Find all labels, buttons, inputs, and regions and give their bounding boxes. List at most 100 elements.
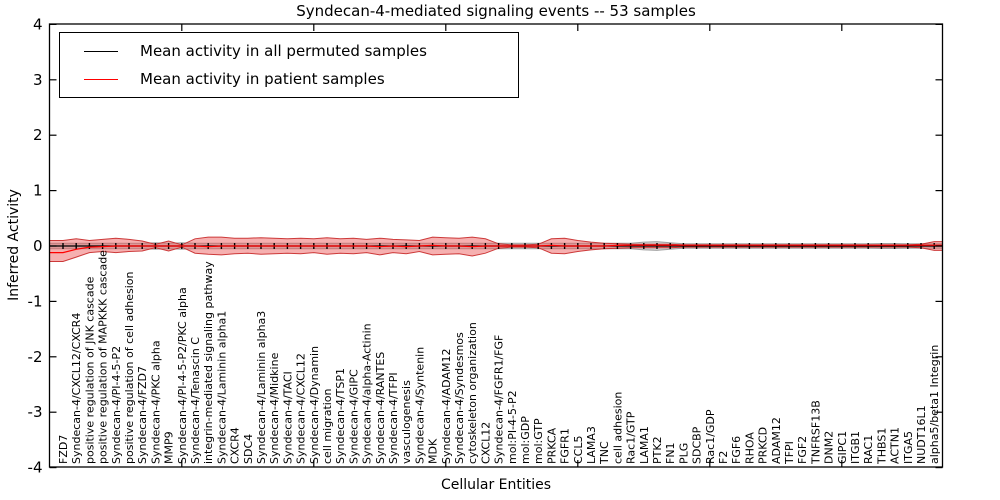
x-tick-label: ADAM12 xyxy=(770,417,783,464)
y-tick-label: -1 xyxy=(28,292,43,310)
x-tick-label: Syndecan-4/CXCL12/CXCR4 xyxy=(70,313,83,464)
entity-marker xyxy=(880,243,883,249)
x-tick-label: ITGB1 xyxy=(849,431,862,464)
entity-marker xyxy=(827,243,830,249)
x-tick-label: Syndecan-4/FZD7 xyxy=(136,366,149,464)
x-tick-label: cytoskeleton organization xyxy=(466,322,479,464)
x-tick-label: NUDT16L1 xyxy=(915,405,928,464)
entity-marker xyxy=(748,243,751,249)
x-tick-label: CXCR4 xyxy=(229,427,242,464)
x-tick-label: ACTN1 xyxy=(889,427,902,464)
x-tick-label: GIPC1 xyxy=(836,431,849,464)
x-tick-label: PLG xyxy=(677,443,690,464)
x-tick-label: Syndecan-4/GIPC xyxy=(347,369,360,464)
x-tick-label: FGF6 xyxy=(730,436,743,464)
x-tick-label: Syndecan-4/PKC alpha xyxy=(149,340,162,464)
entity-marker xyxy=(854,243,856,249)
entity-marker xyxy=(920,243,922,249)
legend-label-patient: Mean activity in patient samples xyxy=(140,70,385,88)
x-tick-label: SDC4 xyxy=(242,434,255,464)
x-tick-label: MDK xyxy=(427,438,440,464)
y-tick-label: -3 xyxy=(28,403,43,421)
x-tick-label: PRKCA xyxy=(545,427,558,464)
x-tick-label: RAC1 xyxy=(862,435,875,464)
x-tick-label: integrin-mediated signaling pathway xyxy=(202,261,215,464)
entity-marker xyxy=(656,243,658,249)
chart-title: Syndecan-4-mediated signaling events -- … xyxy=(296,2,696,20)
entity-marker xyxy=(788,243,790,249)
x-tick-label: Syndecan-4/TSP1 xyxy=(334,368,347,464)
y-tick-label: -4 xyxy=(28,459,43,477)
x-tick-label: Syndecan-4/Midkine xyxy=(268,352,281,464)
permuted-line-sample xyxy=(84,50,118,52)
entity-marker xyxy=(841,243,843,249)
x-tick-label: Syndecan-4/PI-4-5-P2 xyxy=(110,346,123,464)
legend: Mean activity in all permuted samples Me… xyxy=(59,32,519,98)
x-tick-label: MMP9 xyxy=(163,431,176,464)
entity-marker xyxy=(893,243,896,249)
x-tick-label: Syndecan-4/Dynamin xyxy=(308,346,321,464)
x-tick-label: Syndecan-4/FGFR1/FGF xyxy=(493,335,506,464)
entity-marker xyxy=(867,243,869,249)
entity-marker xyxy=(722,243,724,249)
x-tick-label: FZD7 xyxy=(57,435,70,464)
x-tick-label: Syndecan-4/Syntenin xyxy=(413,347,426,464)
x-tick-label: ITGA5 xyxy=(902,431,915,464)
patient-line-sample xyxy=(84,78,118,80)
x-tick-label: RHOA xyxy=(743,432,756,464)
entity-marker xyxy=(75,243,77,249)
x-tick-label: CXCL12 xyxy=(479,422,492,464)
entity-marker xyxy=(907,243,909,249)
entity-marker xyxy=(709,243,711,249)
legend-label-permuted: Mean activity in all permuted samples xyxy=(140,42,427,60)
x-tick-label: Syndecan-4/ADAM12 xyxy=(440,349,453,464)
x-tick-label: DNM2 xyxy=(823,431,836,464)
y-tick-label: 0 xyxy=(33,237,43,255)
x-tick-label: SDCBP xyxy=(691,426,704,464)
entity-marker xyxy=(801,243,803,249)
y-tick-label: 3 xyxy=(33,71,43,89)
entity-marker xyxy=(735,243,737,249)
y-tick-label: -2 xyxy=(28,348,43,366)
legend-entry-permuted: Mean activity in all permuted samples xyxy=(72,40,508,62)
y-tick-label: 1 xyxy=(33,182,43,200)
x-tick-label: FN1 xyxy=(664,442,677,464)
x-tick-label: F2 xyxy=(717,451,730,464)
entity-marker xyxy=(88,243,91,249)
x-tick-label: Syndecan-4/CXCL12 xyxy=(295,353,308,464)
x-tick-label: vasculogenesis xyxy=(400,380,413,464)
x-tick-label: TNFRSF13B xyxy=(809,400,822,465)
entity-marker xyxy=(62,243,64,249)
y-axis-title: Inferred Activity xyxy=(6,189,22,301)
patient-mean-line xyxy=(49,244,943,254)
x-tick-label: PTK2 xyxy=(651,436,664,464)
x-tick-label: Syndecan-4/TACI xyxy=(281,371,294,464)
x-axis-title: Cellular Entities xyxy=(440,477,552,493)
x-tick-label: TFPI xyxy=(783,441,796,465)
x-tick-label: positive regulation of cell adhesion xyxy=(123,271,136,464)
x-tick-label: Syndecan-4/Laminin alpha1 xyxy=(215,311,228,464)
x-tick-label: Syndecan-4/Syndesmos xyxy=(453,332,466,464)
entity-marker xyxy=(629,243,632,249)
legend-entry-patient: Mean activity in patient samples xyxy=(72,68,508,90)
x-tick-label: mol:PI-4-5-P2 xyxy=(506,390,519,464)
x-tick-label: alpha5/beta1 Integrin xyxy=(928,345,941,464)
x-tick-label: THBS1 xyxy=(875,428,888,465)
x-tick-label: CCL5 xyxy=(572,436,585,465)
x-tick-label: PRKCD xyxy=(757,427,770,464)
x-tick-label: Syndecan-4/Laminin alpha3 xyxy=(255,311,268,464)
x-tick-label: mol:GDP xyxy=(519,416,532,464)
x-tick-label: Syndecan-4/Tenascin C xyxy=(189,337,202,464)
x-tick-label: FGF2 xyxy=(796,436,809,464)
y-tick-label: 2 xyxy=(33,126,43,144)
y-tick-label: 4 xyxy=(33,15,43,33)
entity-marker xyxy=(933,243,935,249)
x-tick-label: Rac1/GDP xyxy=(704,409,717,464)
x-tick-label: cell adhesion xyxy=(611,392,624,464)
entity-marker xyxy=(761,243,764,249)
entity-marker xyxy=(775,243,777,249)
x-tick-label: Syndecan-4/alpha-Actinin xyxy=(361,323,374,464)
x-tick-label: FGFR1 xyxy=(559,428,572,464)
